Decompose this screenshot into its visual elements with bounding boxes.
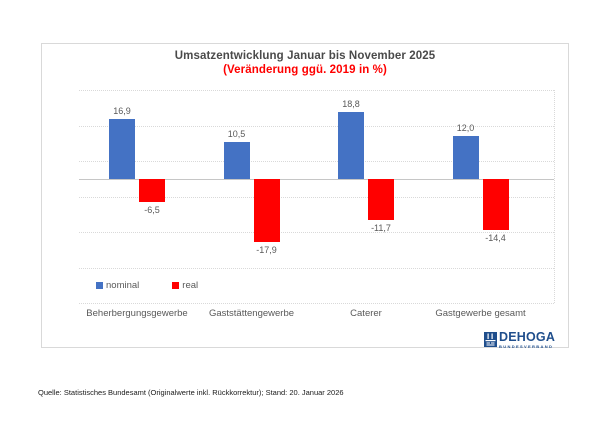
value-label-real-0: -6,5 xyxy=(144,204,160,215)
dehoga-logo-icon xyxy=(484,332,497,352)
legend-swatch-real xyxy=(172,282,180,289)
bar-real-1 xyxy=(253,178,280,243)
bar-real-3 xyxy=(482,178,509,230)
chart-legend: nominal real xyxy=(96,280,231,291)
bar-nominal-1 xyxy=(223,141,250,179)
gridline xyxy=(79,267,554,269)
category-label-3: Gastgewerbe gesamt xyxy=(435,308,526,319)
legend-item-nominal: nominal xyxy=(96,280,139,291)
value-label-real-1: -17,9 xyxy=(256,245,277,256)
value-label-nominal-0: 16,9 xyxy=(113,105,131,116)
value-label-real-3: -14,4 xyxy=(485,232,506,243)
category-label-0: Beherbergungsgewerbe xyxy=(86,308,188,319)
gridline xyxy=(79,161,554,162)
gridline xyxy=(79,196,554,198)
dehoga-logo-name: DEHOGA xyxy=(499,330,556,344)
value-label-real-2: -11,7 xyxy=(371,223,391,234)
bar-real-2 xyxy=(368,178,394,221)
category-label-2: Caterer xyxy=(350,308,382,319)
legend-label-real: real xyxy=(182,280,199,291)
bar-nominal-0 xyxy=(109,118,135,179)
chart-subtitle: (Veränderung ggü. 2019 in %) xyxy=(223,64,387,76)
bar-real-0 xyxy=(139,178,165,202)
zero-axis-line xyxy=(79,178,554,180)
chart-title: Umsatzentwicklung Januar bis November 20… xyxy=(174,50,436,62)
gridline xyxy=(79,232,554,233)
value-label-nominal-3: 12,0 xyxy=(456,123,475,134)
legend-item-real: real xyxy=(172,280,198,291)
plot-right-border xyxy=(554,90,555,303)
dehoga-logo-subtext: BUNDESVERBAND xyxy=(499,344,554,349)
value-label-nominal-1: 10,5 xyxy=(227,128,246,139)
legend-swatch-nominal xyxy=(96,282,103,289)
legend-label-nominal: nominal xyxy=(106,280,140,291)
category-label-1: Gaststättengewerbe xyxy=(208,308,295,319)
dehoga-logo-text: DEHOGA BUNDESVERBAND xyxy=(499,331,555,349)
dehoga-logo: DEHOGA BUNDESVERBAND xyxy=(484,331,555,352)
source-note: Quelle: Statistisches Bundesamt (Origina… xyxy=(38,388,344,397)
gridline xyxy=(79,125,554,127)
chart-frame: Umsatzentwicklung Januar bis November 20… xyxy=(41,43,569,349)
gridline xyxy=(79,303,554,304)
bar-nominal-3 xyxy=(452,136,479,179)
bar-nominal-2 xyxy=(338,112,364,179)
value-label-nominal-2: 18,8 xyxy=(342,99,360,109)
gridline xyxy=(79,90,554,91)
